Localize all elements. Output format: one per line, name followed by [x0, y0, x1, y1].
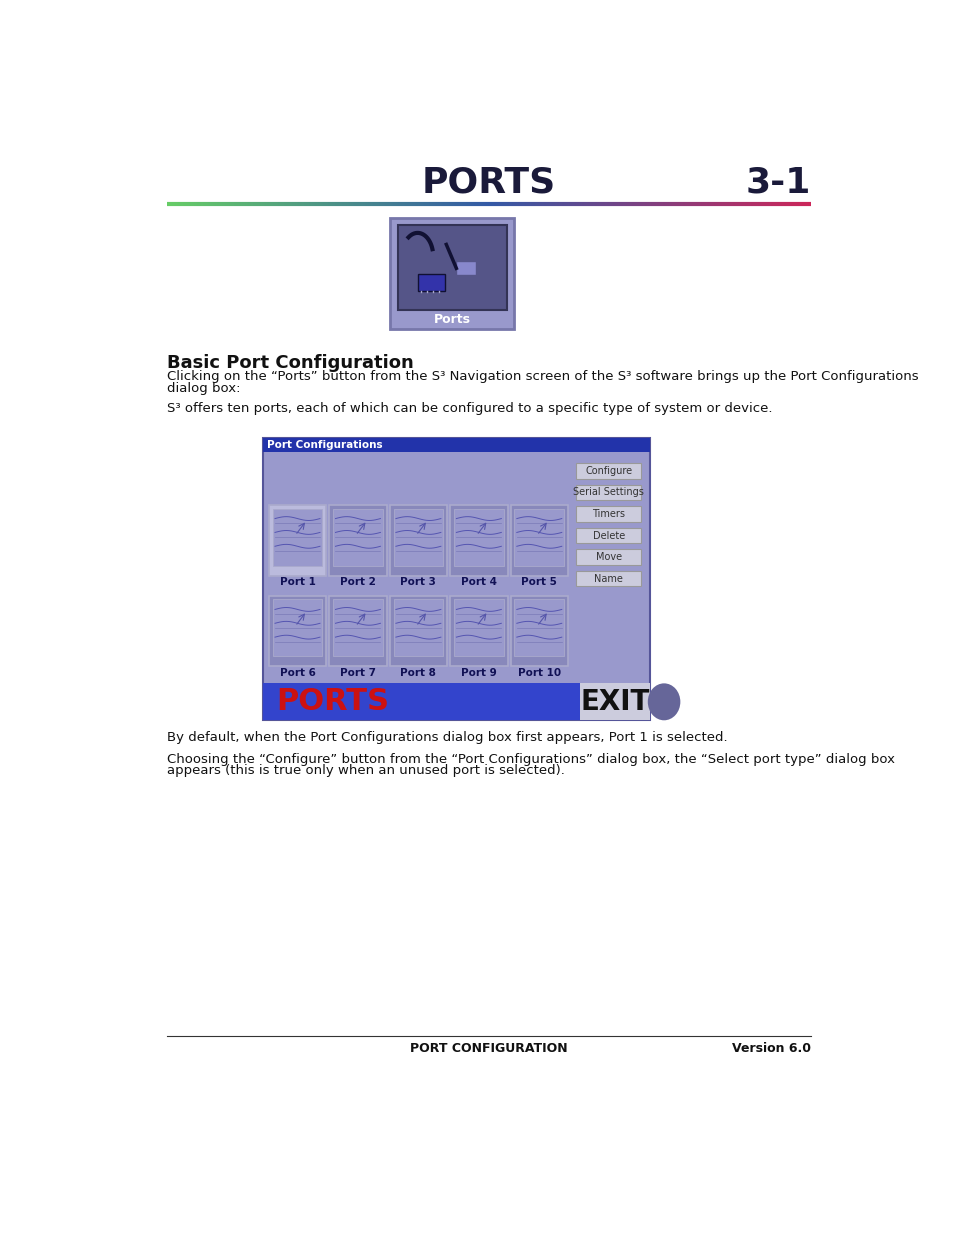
Bar: [329, 595, 386, 667]
Text: Delete: Delete: [592, 531, 624, 541]
Bar: [510, 505, 567, 576]
Bar: [579, 683, 649, 720]
Bar: [269, 505, 326, 576]
Bar: [510, 595, 567, 667]
Text: Timers: Timers: [592, 509, 624, 519]
Bar: [394, 509, 443, 566]
Bar: [514, 509, 563, 566]
Bar: [576, 550, 640, 564]
Text: dialog box:: dialog box:: [167, 382, 240, 394]
Bar: [390, 505, 447, 576]
Text: Configure: Configure: [584, 466, 632, 475]
Bar: [576, 463, 640, 478]
Bar: [454, 509, 503, 566]
Text: Choosing the “Configure” button from the “Port Configurations” dialog box, the “: Choosing the “Configure” button from the…: [167, 752, 894, 766]
Bar: [514, 599, 563, 656]
Bar: [273, 509, 322, 566]
Bar: [329, 505, 386, 576]
Text: Port 2: Port 2: [339, 578, 375, 588]
Text: EXIT: EXIT: [580, 688, 649, 716]
Text: 3-1: 3-1: [744, 165, 810, 199]
Bar: [262, 683, 649, 720]
Text: Basic Port Configuration: Basic Port Configuration: [167, 353, 414, 372]
Text: Port 8: Port 8: [400, 668, 436, 678]
Text: Port Configurations: Port Configurations: [267, 441, 382, 451]
Bar: [394, 599, 443, 656]
Text: Port 4: Port 4: [460, 578, 497, 588]
Text: S³ offers ten ports, each of which can be configured to a specific type of syste: S³ offers ten ports, each of which can b…: [167, 403, 772, 415]
Bar: [450, 595, 507, 667]
Bar: [456, 262, 476, 275]
Text: Port 10: Port 10: [517, 668, 560, 678]
Text: appears (this is true only when an unused port is selected).: appears (this is true only when an unuse…: [167, 764, 564, 777]
Text: PORT CONFIGURATION: PORT CONFIGURATION: [410, 1042, 567, 1055]
Text: PORTS: PORTS: [421, 165, 556, 199]
Bar: [262, 438, 649, 720]
Bar: [273, 599, 322, 656]
Bar: [454, 599, 503, 656]
Text: Port 1: Port 1: [279, 578, 315, 588]
Bar: [333, 599, 382, 656]
Bar: [417, 274, 444, 290]
Text: Port 5: Port 5: [521, 578, 557, 588]
Bar: [576, 484, 640, 500]
Bar: [262, 438, 649, 452]
Text: Clicking on the “Ports” button from the S³ Navigation screen of the S³ software : Clicking on the “Ports” button from the …: [167, 370, 918, 383]
Bar: [269, 595, 326, 667]
Text: Version 6.0: Version 6.0: [731, 1042, 810, 1055]
Text: Port 9: Port 9: [460, 668, 497, 678]
Text: Name: Name: [594, 573, 622, 584]
Bar: [450, 505, 507, 576]
Text: Port 6: Port 6: [279, 668, 315, 678]
Text: Move: Move: [595, 552, 621, 562]
Bar: [390, 595, 447, 667]
Bar: [397, 225, 506, 310]
Text: Ports: Ports: [434, 314, 471, 326]
Bar: [333, 509, 382, 566]
Text: Port 3: Port 3: [400, 578, 436, 588]
Text: By default, when the Port Configurations dialog box first appears, Port 1 is sel: By default, when the Port Configurations…: [167, 731, 727, 745]
Text: Port 7: Port 7: [339, 668, 375, 678]
Bar: [390, 217, 514, 330]
Bar: [576, 506, 640, 521]
Bar: [576, 571, 640, 587]
Ellipse shape: [647, 683, 679, 720]
Text: PORTS: PORTS: [276, 688, 389, 716]
Bar: [576, 527, 640, 543]
Text: Serial Settings: Serial Settings: [573, 488, 643, 498]
